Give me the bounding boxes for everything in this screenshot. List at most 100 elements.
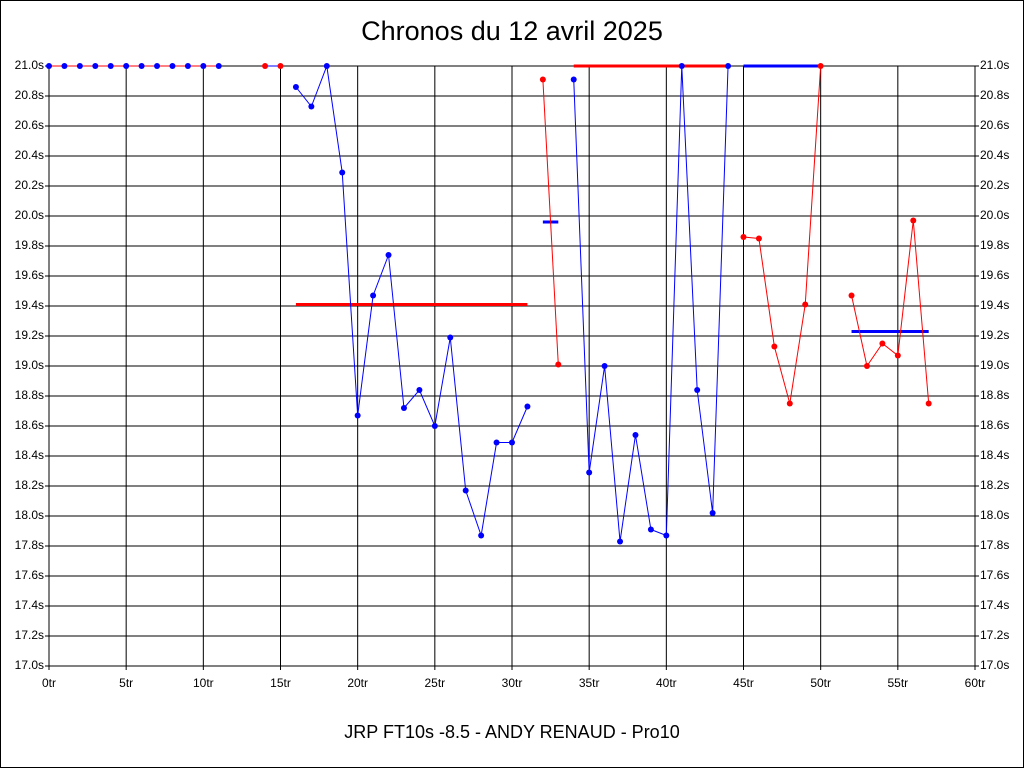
line <box>295 64 528 536</box>
point <box>400 405 407 411</box>
point <box>601 363 608 369</box>
y-tick-label: 19.2s <box>15 328 44 342</box>
y-tick-label: 19.6s <box>15 268 44 282</box>
y2-tick-label: 20.8s <box>980 88 1009 102</box>
point <box>277 63 284 69</box>
point <box>169 63 176 69</box>
point <box>447 334 454 341</box>
x-tick-label: 15tr <box>270 676 291 690</box>
point <box>555 361 562 368</box>
y2-tick-label: 19.2s <box>980 328 1009 342</box>
point <box>725 63 732 69</box>
y2-tick-label: 19.6s <box>980 268 1009 282</box>
point <box>184 63 191 69</box>
point <box>524 403 531 410</box>
y-tick-label: 20.4s <box>15 148 44 162</box>
point <box>539 76 546 83</box>
point <box>509 439 515 446</box>
y-tick-label: 20.6s <box>15 118 44 132</box>
point <box>678 63 685 69</box>
point <box>462 487 469 494</box>
x-tick-label: 35tr <box>579 676 600 690</box>
point <box>308 103 315 110</box>
point <box>632 432 639 438</box>
point <box>709 510 716 516</box>
y2-tick-label: 20.2s <box>980 178 1009 192</box>
y-tick-label: 19.8s <box>15 238 44 252</box>
y-tick-label: 20.0s <box>15 208 44 222</box>
y-tick-label: 17.4s <box>15 598 44 612</box>
y-tick-label: 18.2s <box>15 478 44 492</box>
y2-tick-label: 18.8s <box>980 388 1009 402</box>
y-tick-label: 17.2s <box>15 628 44 642</box>
line <box>542 79 559 365</box>
y2-tick-label: 18.4s <box>980 448 1009 462</box>
point <box>647 526 654 533</box>
y-tick-label: 19.4s <box>15 298 44 312</box>
point <box>385 252 392 258</box>
plot-border <box>48 65 976 667</box>
point <box>663 532 670 539</box>
y-tick-label: 17.0s <box>15 658 44 672</box>
point <box>493 439 500 446</box>
point <box>617 538 624 545</box>
x-tick-label: 60tr <box>965 676 986 690</box>
point <box>802 301 809 308</box>
x-tick-label: 0tr <box>42 676 56 690</box>
point <box>740 234 747 240</box>
point <box>771 343 778 350</box>
x-tick-label: 45tr <box>733 676 754 690</box>
y2-tick-label: 18.2s <box>980 478 1009 492</box>
point <box>786 400 793 407</box>
y2-tick-label: 21.0s <box>980 58 1009 72</box>
y-tick-label: 17.8s <box>15 538 44 552</box>
point <box>154 63 161 69</box>
point <box>200 63 207 69</box>
point <box>123 63 130 69</box>
x-tick-label: 20tr <box>347 676 368 690</box>
y2-tick-label: 18.0s <box>980 508 1009 522</box>
y-tick-label: 17.6s <box>15 568 44 582</box>
x-tick-label: 55tr <box>887 676 908 690</box>
y2-tick-label: 19.4s <box>980 298 1009 312</box>
point <box>262 63 269 69</box>
point <box>107 63 114 69</box>
y-tick-label: 21.0s <box>15 58 44 72</box>
y2-tick-label: 18.6s <box>980 418 1009 432</box>
y2-tick-label: 17.6s <box>980 568 1009 582</box>
x-tick-label: 25tr <box>424 676 445 690</box>
y-tick-label: 18.0s <box>15 508 44 522</box>
point <box>215 63 222 69</box>
y2-tick-label: 20.0s <box>980 208 1009 222</box>
y2-tick-label: 20.4s <box>980 148 1009 162</box>
x-tick-label: 30tr <box>502 676 523 690</box>
y-tick-label: 18.4s <box>15 448 44 462</box>
point <box>570 76 577 83</box>
x-tick-label: 5tr <box>119 676 133 690</box>
point <box>478 532 485 539</box>
y2-tick-label: 19.8s <box>980 238 1009 252</box>
point <box>755 235 762 242</box>
chart-title: Chronos du 12 avril 2025 <box>361 16 663 46</box>
point <box>61 63 68 69</box>
point <box>339 169 346 176</box>
point <box>370 292 377 299</box>
x-tick-label: 50tr <box>810 676 831 690</box>
point <box>138 63 145 69</box>
y-tick-label: 19.0s <box>15 358 44 372</box>
point <box>586 469 593 476</box>
x-tick-label: 40tr <box>656 676 677 690</box>
y2-tick-label: 17.0s <box>980 658 1009 672</box>
point <box>416 387 423 393</box>
y2-tick-label: 17.2s <box>980 628 1009 642</box>
point <box>694 387 701 393</box>
point <box>894 352 901 359</box>
point <box>879 340 886 347</box>
point <box>76 63 83 69</box>
point <box>863 363 870 369</box>
point <box>848 292 855 299</box>
point <box>925 400 932 407</box>
y-tick-label: 18.6s <box>15 418 44 432</box>
point <box>431 423 438 429</box>
